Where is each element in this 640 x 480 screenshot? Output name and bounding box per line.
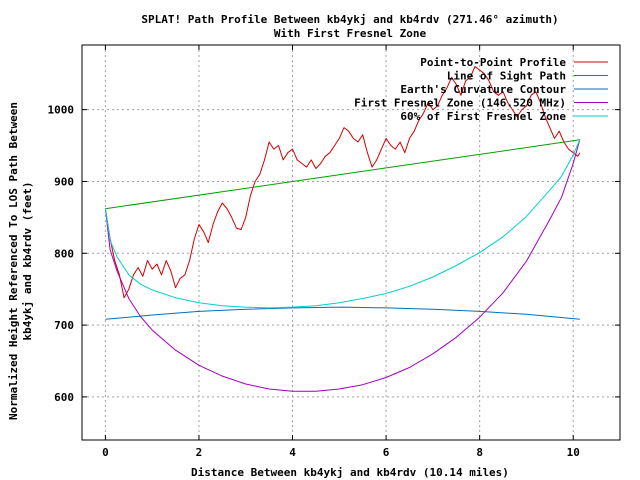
x-tick-label: 8 — [476, 446, 483, 459]
x-axis-label: Distance Between kb4ykj and kb4rdv (10.1… — [191, 466, 509, 479]
axis-ticks: 0 2 4 6 8 10 600 700 800 900 1000 — [48, 45, 620, 459]
series-line-60-of-first-fresnel-zone — [104, 139, 581, 309]
x-tick-label: 2 — [196, 446, 203, 459]
series-line-first-fresnel-zone-146-520-mhz — [104, 139, 581, 392]
x-tick-label: 10 — [567, 446, 580, 459]
y-tick-label: 1000 — [48, 104, 75, 117]
legend-label: First Fresnel Zone (146.520 MHz) — [354, 97, 566, 110]
plot-area-border — [81, 44, 621, 441]
series-line-earth-s-curvature-contour — [105, 306, 580, 320]
chart-title: SPLAT! Path Profile Between kb4ykj and k… — [141, 13, 558, 26]
y-tick-label: 800 — [54, 247, 74, 260]
y-tick-label: 600 — [54, 391, 74, 404]
grid — [82, 45, 620, 440]
legend-label: Point-to-Point Profile — [420, 56, 566, 69]
legend-label: 60% of First Fresnel Zone — [400, 110, 566, 123]
x-tick-label: 4 — [289, 446, 296, 459]
y-tick-label: 700 — [54, 319, 74, 332]
y-axis-label-line2: kb4ykj and kb4rdv (feet) — [21, 182, 34, 341]
series-lines — [104, 66, 581, 392]
legend-label: Line of Sight Path — [447, 70, 566, 83]
chart-subtitle: With First Fresnel Zone — [274, 27, 427, 40]
series-line-point-to-point-profile — [104, 66, 581, 299]
series-line-line-of-sight-path — [105, 139, 580, 210]
x-tick-label: 6 — [383, 446, 390, 459]
x-tick-label: 0 — [102, 446, 109, 459]
y-tick-label: 900 — [54, 175, 74, 188]
y-axis-label: Normalized Height Referenced To LOS Path… — [7, 102, 20, 420]
legend-label: Earth's Curvature Contour — [400, 83, 566, 96]
